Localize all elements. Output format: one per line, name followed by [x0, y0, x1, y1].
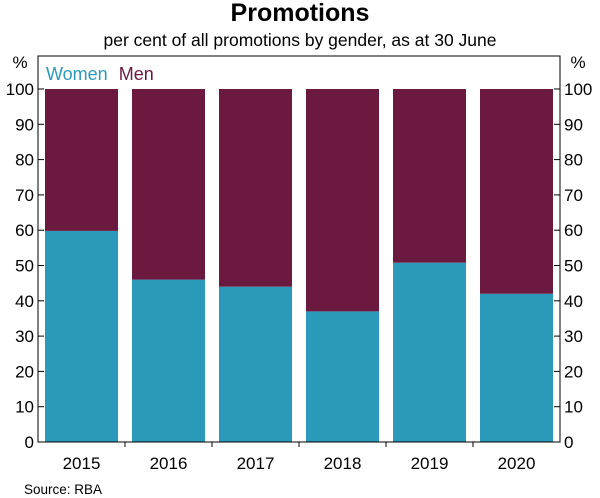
y-tick-label-left-30: 30 [15, 327, 34, 346]
bar-women-2018 [306, 311, 379, 442]
y-tick-label-left-90: 90 [15, 115, 34, 134]
legend: Women Men [46, 64, 154, 84]
bar-women-2019 [393, 262, 466, 442]
y-tick-label-right-50: 50 [564, 257, 583, 276]
x-tick-label-2018: 2018 [324, 454, 362, 473]
y-tick-label-left-80: 80 [15, 151, 34, 170]
legend-labels: Women Men [46, 64, 154, 84]
chart-title: Promotions [231, 0, 370, 27]
y-tick-label-right-20: 20 [564, 362, 583, 381]
bar-men-2015 [45, 89, 118, 231]
y-tick-label-right-60: 60 [564, 221, 583, 240]
x-tick-label-2016: 2016 [150, 454, 188, 473]
bar-women-2020 [480, 293, 553, 442]
source-note: Source: RBA [24, 482, 102, 497]
y-tick-label-left-100: 100 [6, 80, 34, 99]
y-tick-label-right-0: 0 [564, 433, 573, 452]
bar-men-2018 [306, 89, 379, 312]
y-tick-label-right-100: 100 [564, 80, 592, 99]
y-tick-label-left-0: 0 [25, 433, 34, 452]
x-tick-label-2020: 2020 [498, 454, 536, 473]
bars-layer [45, 89, 553, 442]
y-axis-ticks: 0 0 10 10 20 20 30 30 40 40 50 50 60 60 70 70 80 80 90 90 10… [6, 80, 593, 452]
x-axis-labels: 2015 2016 2017 2018 2019 2020 [63, 442, 536, 473]
bar-men-2017 [219, 89, 292, 287]
y-axis-unit-right: % [570, 53, 585, 72]
x-tick-label-2019: 2019 [411, 454, 449, 473]
y-tick-label-right-90: 90 [564, 115, 583, 134]
legend-item-men: Men [119, 64, 154, 84]
y-tick-label-left-40: 40 [15, 292, 34, 311]
x-tick-label-2015: 2015 [63, 454, 101, 473]
y-tick-label-left-50: 50 [15, 257, 34, 276]
legend-item-women: Women [46, 64, 108, 84]
y-tick-label-left-60: 60 [15, 221, 34, 240]
y-tick-label-left-20: 20 [15, 362, 34, 381]
y-tick-label-right-30: 30 [564, 327, 583, 346]
y-tick-label-right-40: 40 [564, 292, 583, 311]
bar-women-2015 [45, 230, 118, 442]
bar-men-2020 [480, 89, 553, 294]
bar-men-2019 [393, 89, 466, 263]
y-tick-label-right-10: 10 [564, 398, 583, 417]
y-tick-label-right-80: 80 [564, 151, 583, 170]
y-tick-label-left-10: 10 [15, 398, 34, 417]
chart-subtitle: per cent of all promotions by gender, as… [103, 30, 496, 50]
bar-men-2016 [132, 89, 205, 280]
y-axis-unit-left: % [12, 53, 27, 72]
bar-women-2016 [132, 279, 205, 442]
y-tick-label-left-70: 70 [15, 186, 34, 205]
y-tick-label-right-70: 70 [564, 186, 583, 205]
bar-women-2017 [219, 286, 292, 442]
x-tick-label-2017: 2017 [237, 454, 275, 473]
